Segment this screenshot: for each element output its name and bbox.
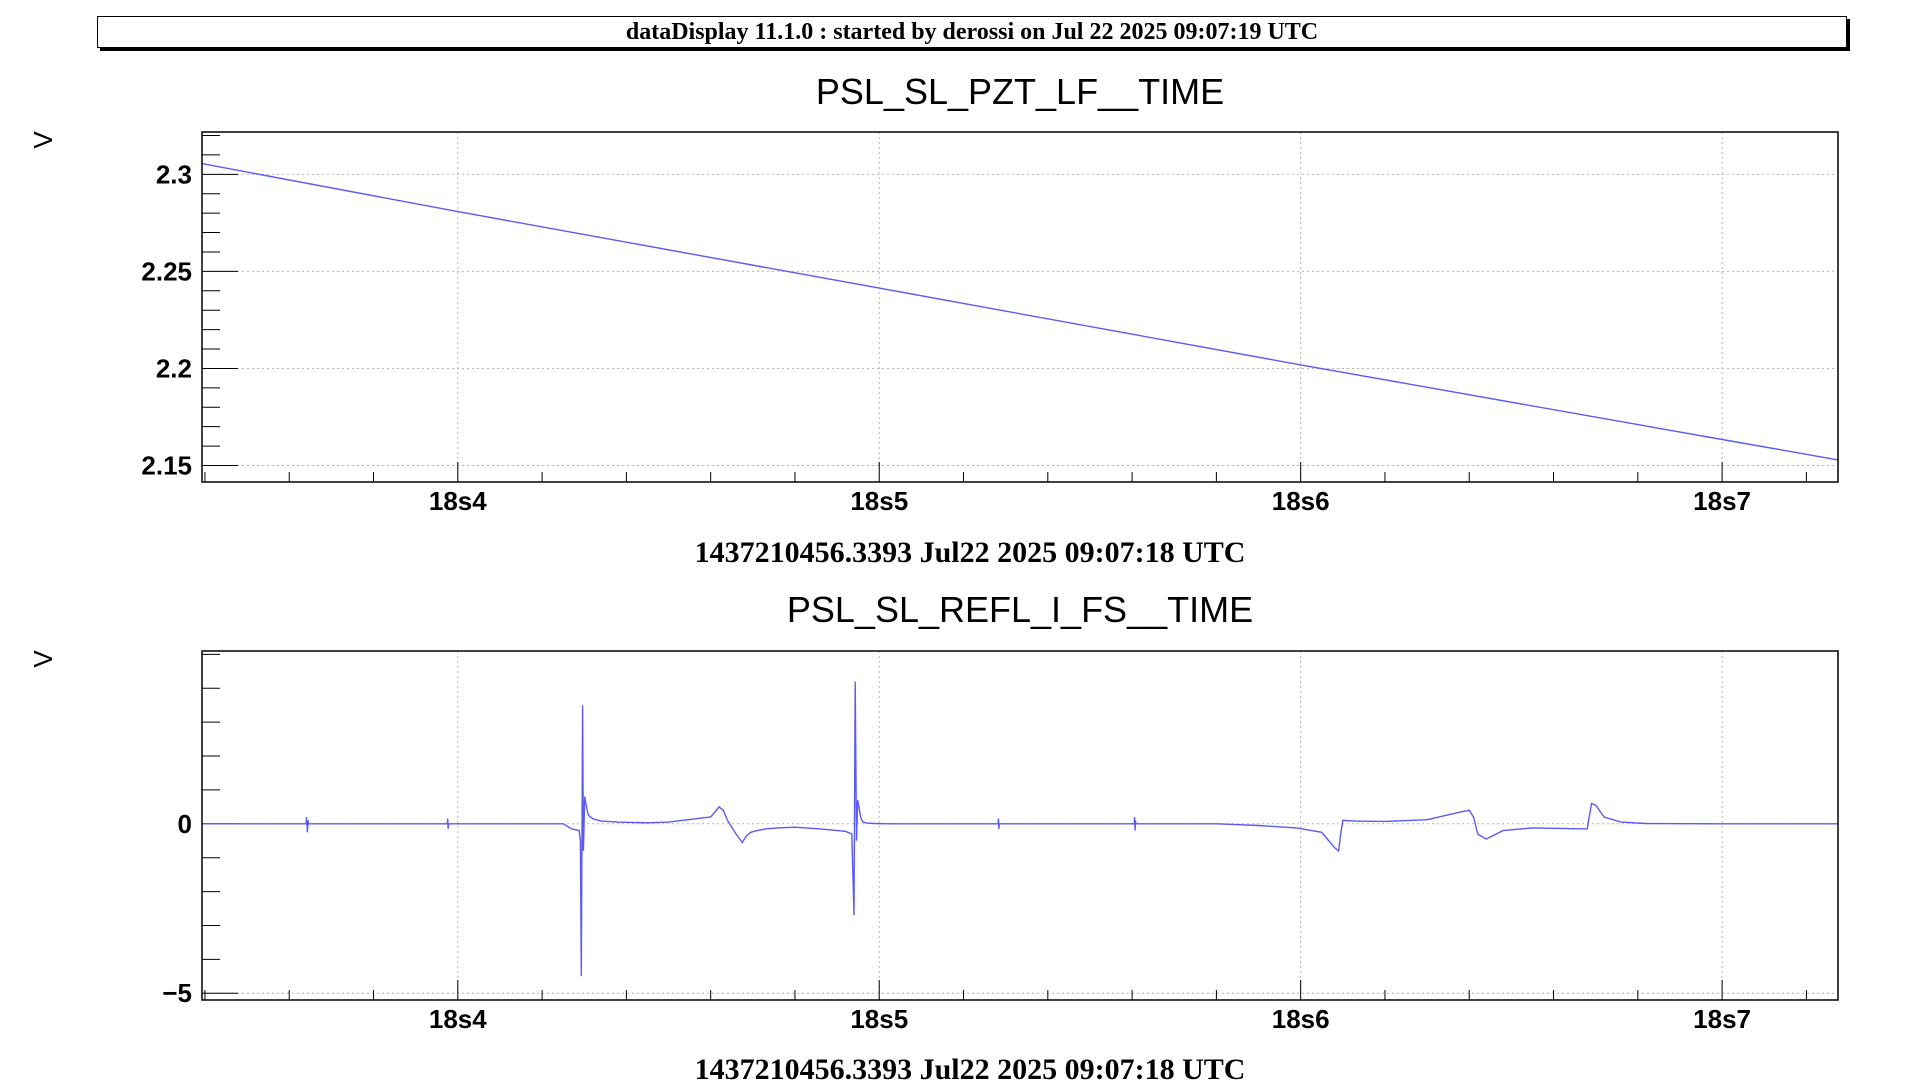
- series-line: [202, 681, 1838, 977]
- y-tick-label: 2.25: [141, 256, 192, 286]
- plot-frame: [201, 650, 1839, 1001]
- y-axis-label: V: [28, 650, 58, 668]
- x-axis-label: 1437210456.3393 Jul22 2025 09:07:18 UTC: [695, 536, 1246, 569]
- x-tick-label: 18s7: [1693, 486, 1751, 516]
- banner-text: dataDisplay 11.1.0 : started by derossi …: [625, 19, 1319, 45]
- chart-2: PSL_SL_REFL_I_FS__TIME V −5 0 18s4 18s5 18s6 18…: [28, 589, 1839, 1086]
- y-tick-label: 2.15: [141, 450, 192, 480]
- series-line: [201, 162, 1839, 461]
- x-axis-label: 1437210456.3393 Jul22 2025 09:07:18 UTC: [695, 1053, 1246, 1086]
- y-tick-label: 2.2: [156, 353, 192, 383]
- y-tick-label: 2.3: [156, 159, 192, 189]
- x-tick-label: 18s5: [850, 1004, 908, 1034]
- x-tick-label: 18s4: [429, 1004, 487, 1034]
- y-tick-label: −5: [162, 978, 192, 1008]
- y-axis-label: V: [28, 131, 58, 149]
- chart-1: PSL_SL_PZT_LF__TIME V 2.15 2.2 2.25 2.3 18s4 18…: [28, 71, 1839, 569]
- chart-title: PSL_SL_REFL_I_FS__TIME: [787, 589, 1253, 630]
- x-tick-label: 18s7: [1693, 1004, 1751, 1034]
- chart-title: PSL_SL_PZT_LF__TIME: [816, 71, 1224, 112]
- banner: dataDisplay 11.1.0 : started by derossi …: [97, 16, 1847, 48]
- x-tick-label: 18s6: [1272, 486, 1330, 516]
- y-tick-label: 0: [178, 809, 192, 839]
- plot-frame: [201, 131, 1839, 483]
- x-tick-label: 18s5: [850, 486, 908, 516]
- x-tick-label: 18s6: [1272, 1004, 1330, 1034]
- x-tick-label: 18s4: [429, 486, 487, 516]
